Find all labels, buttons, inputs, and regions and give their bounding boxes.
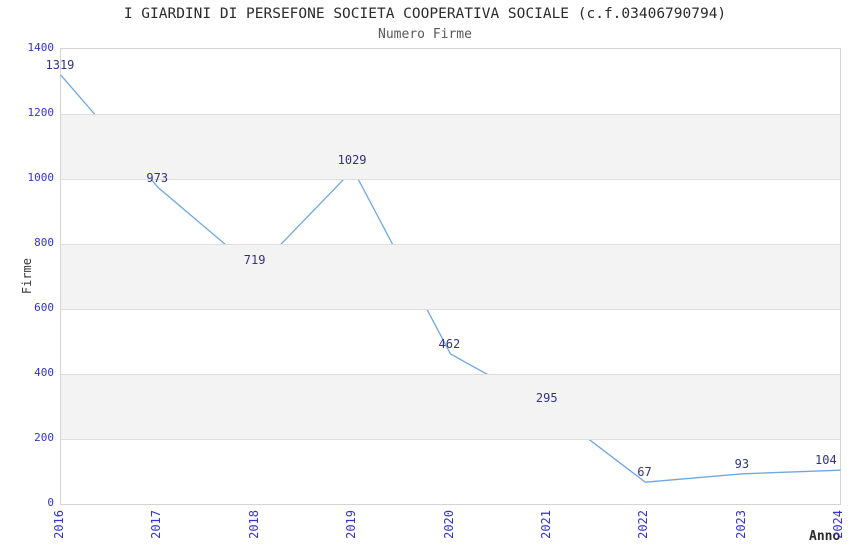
line-series-path [60, 74, 841, 483]
gridline [61, 308, 840, 310]
chart-subtitle: Numero Firme [378, 27, 472, 42]
data-label: 67 [637, 465, 652, 480]
y-tick-label: 400 [34, 366, 54, 379]
x-tick-label: 2018 [246, 510, 261, 539]
plot-band [61, 114, 840, 179]
gridline [61, 243, 840, 245]
x-tick-label: 2022 [636, 510, 651, 539]
x-tick-label: 2017 [149, 510, 164, 539]
data-label: 93 [734, 456, 750, 471]
x-tick-label: 2020 [441, 510, 456, 539]
y-tick-label: 600 [34, 301, 54, 314]
plot-band [61, 244, 840, 309]
data-label: 104 [815, 453, 837, 468]
x-tick-label: 2016 [52, 510, 66, 539]
gridline [61, 373, 840, 375]
gridline [61, 178, 840, 180]
x-tick-label: 2021 [538, 510, 553, 539]
data-label: 719 [243, 253, 266, 268]
gridline [61, 113, 840, 115]
y-tick-label: 800 [34, 236, 54, 249]
y-tick-label: 1400 [27, 41, 55, 54]
data-label: 1319 [45, 58, 75, 73]
x-tick-label: 2024 [831, 510, 845, 539]
data-label: 973 [146, 170, 169, 185]
gridline [61, 438, 840, 440]
data-label: 1029 [337, 152, 367, 167]
y-axis-title: Firme [20, 257, 34, 294]
data-label: 295 [535, 391, 558, 406]
plot-area [60, 48, 841, 505]
chart-title: I GIARDINI DI PERSEFONE SOCIETA COOPERAT… [123, 6, 727, 22]
y-tick-label: 200 [34, 431, 54, 444]
x-axis-title: Anno [809, 529, 841, 544]
y-tick-label: 1000 [27, 171, 55, 184]
line-series [60, 74, 841, 483]
x-tick-label: 2023 [733, 510, 748, 539]
x-tick-label: 2019 [344, 510, 359, 539]
data-label: 462 [438, 336, 461, 351]
y-tick-label: 0 [47, 496, 54, 509]
plot-band [61, 374, 840, 439]
y-tick-label: 1200 [27, 106, 55, 119]
